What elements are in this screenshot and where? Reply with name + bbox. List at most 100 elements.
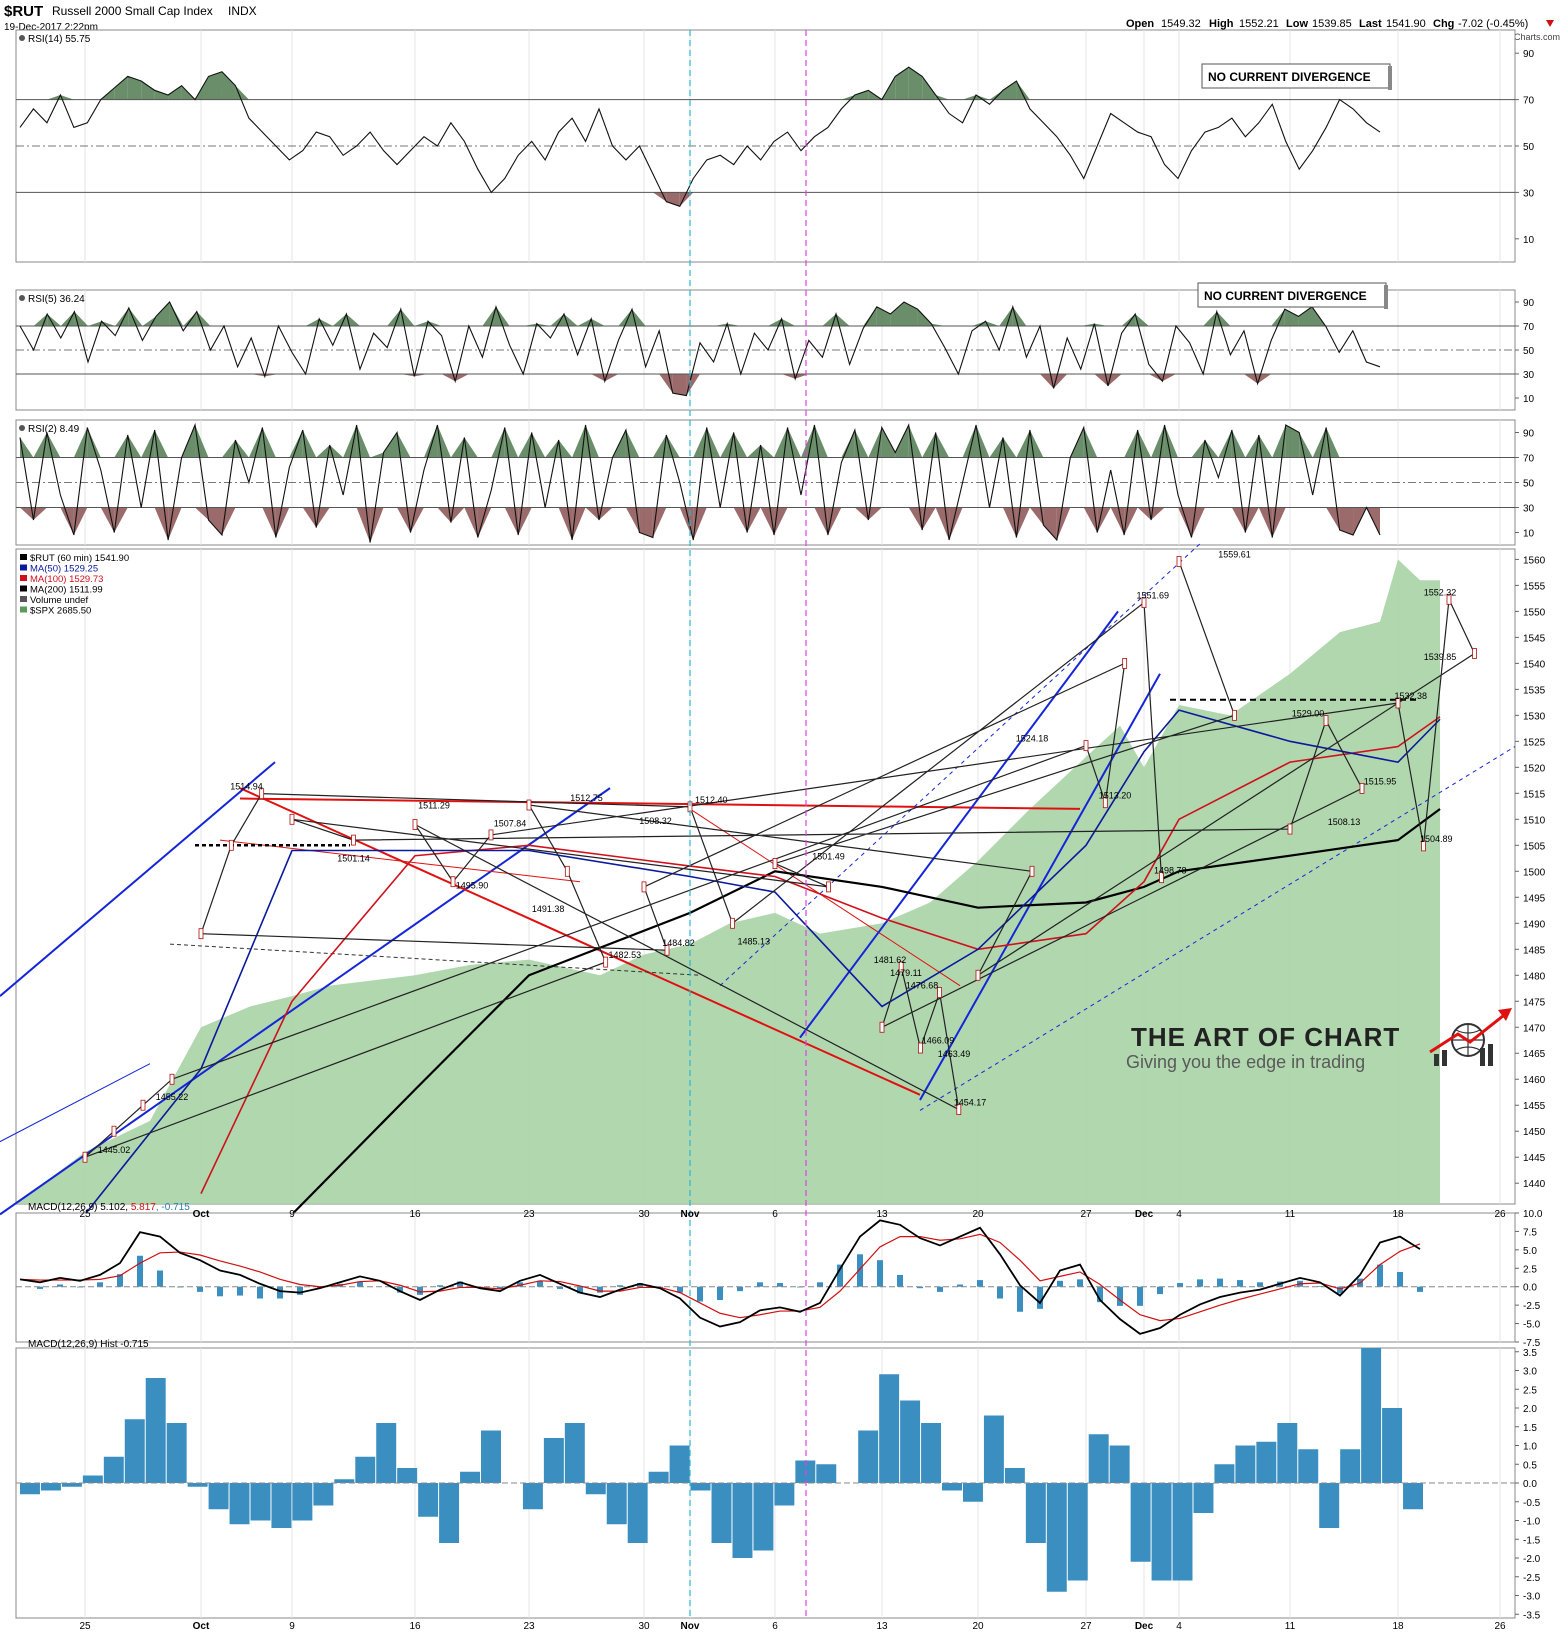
rsi2-oversold-fill — [504, 507, 519, 535]
price-candle — [1029, 865, 1035, 877]
hist-bar — [250, 1483, 271, 1521]
index-name: Russell 2000 Small Cap Index — [52, 4, 213, 18]
hist-bar — [1319, 1483, 1340, 1528]
price-legend-swatch — [20, 596, 27, 602]
price-candle — [1446, 593, 1452, 605]
macd-hist-bar — [417, 1286, 423, 1295]
price-line — [84, 561, 1476, 1158]
high-label: High — [1209, 18, 1234, 30]
rsi5-legend: RSI(5) 36.24 — [28, 294, 85, 305]
hist-bar — [439, 1483, 460, 1543]
rsi2-oversold-fill — [262, 507, 276, 538]
price-candle — [1421, 840, 1426, 852]
rsi2-oversold-fill — [195, 507, 209, 520]
exchange-label: INDX — [228, 4, 257, 18]
rsi2-overbought-fill — [935, 432, 950, 458]
macd-hist-bar — [1077, 1279, 1083, 1287]
rsi2-overbought-fill — [423, 425, 438, 458]
price-candle — [1102, 797, 1108, 809]
hist-bar — [460, 1471, 481, 1483]
rsi5-overbought-fill — [156, 302, 170, 326]
rsi2-overbought-fill — [248, 427, 263, 458]
hist-axis-tick-label: 2.0 — [1523, 1404, 1537, 1415]
hist-bar — [418, 1483, 439, 1517]
rsi5-overbought-fill — [781, 318, 796, 326]
rsi2-overbought-fill — [747, 445, 761, 458]
rsi2-overbought-fill — [491, 427, 505, 458]
price-label: 1495.90 — [456, 881, 489, 891]
quote-bar: Open 1549.32 High 1552.21 Low 1539.85 La… — [1126, 18, 1554, 30]
rsi2-oversold-fill — [1245, 507, 1259, 533]
x-tick-label: 6 — [772, 1621, 778, 1632]
price-label: 1552.32 — [1424, 587, 1457, 597]
price-candle — [1159, 872, 1164, 884]
price-candle — [898, 961, 904, 973]
x-tick-label: 9 — [289, 1209, 295, 1220]
macd-legend-part: 5.817 — [131, 1202, 156, 1213]
rsi2-oversold-fill — [208, 507, 222, 535]
macd-hist-bar — [1177, 1283, 1183, 1287]
rsi2-oversold-fill — [854, 507, 869, 520]
hist-bar — [522, 1483, 543, 1510]
macd-hist-bar — [597, 1286, 603, 1293]
rsi2-overbought-fill — [1258, 435, 1273, 458]
price-legend-swatch — [20, 585, 27, 592]
x-tick-label: Dec — [1135, 1621, 1154, 1632]
macd-hist-bar — [857, 1254, 863, 1287]
price-candle — [975, 969, 981, 981]
x-tick-label: 4 — [1176, 1621, 1182, 1632]
hist-bar — [795, 1460, 816, 1483]
hist-bar — [1193, 1483, 1214, 1513]
macd-hist-bar — [1337, 1286, 1343, 1294]
rsi14-tick-label: 50 — [1523, 142, 1535, 153]
rsi5-overbought-fill — [890, 302, 904, 326]
hist-axis-tick-label: -2.5 — [1523, 1573, 1541, 1584]
rsi2-oversold-fill — [599, 507, 613, 520]
rsi5-overbought-fill — [60, 311, 75, 326]
rsi2-overbought-fill — [221, 440, 236, 458]
hist-bar — [606, 1483, 627, 1525]
price-axis-tick-label: 1480 — [1523, 971, 1546, 982]
rsi14-overbought-fill — [976, 94, 990, 100]
rsi2-overbought-fill — [1204, 440, 1219, 458]
rsi5-line — [19, 301, 1381, 397]
hist-bar — [166, 1423, 187, 1483]
price-label: 1551.69 — [1136, 591, 1169, 601]
price-axis-tick-label: 1440 — [1523, 1179, 1546, 1190]
rsi2-tick-label: 90 — [1523, 429, 1535, 440]
hist-bar — [669, 1445, 690, 1483]
rsi2-oversold-fill — [733, 507, 748, 533]
rsi14-overbought-fill — [221, 71, 236, 100]
rsi2-oversold-fill — [1178, 507, 1192, 538]
rsi5-oversold-fill — [251, 374, 265, 377]
macd-hist-bar — [57, 1284, 63, 1287]
rsi14-overbought-fill — [141, 81, 155, 100]
x-tick-label: Nov — [681, 1621, 700, 1632]
price-label: 1513.20 — [1099, 791, 1132, 801]
rsi5-overbought-fill — [876, 306, 891, 326]
hist-bar — [942, 1483, 962, 1491]
x-tick-label: 30 — [638, 1209, 650, 1220]
hist-bar — [397, 1468, 418, 1483]
macd-hist-bar — [977, 1280, 983, 1287]
last-label: Last — [1359, 18, 1382, 30]
macd-legend-part: , -0.715 — [156, 1202, 190, 1213]
x-tick-label: Nov — [681, 1209, 700, 1220]
macd-hist-bar — [157, 1270, 163, 1287]
x-tick-label: 18 — [1392, 1209, 1404, 1220]
price-axis-tick-label: 1515 — [1523, 789, 1546, 800]
macd-hist-bar — [237, 1286, 243, 1296]
rsi2-overbought-fill — [1231, 430, 1246, 458]
hist-bar — [1340, 1449, 1361, 1483]
rsi14-overbought-fill — [854, 90, 869, 100]
price-candle — [289, 813, 295, 825]
rsi2-oversold-fill — [20, 507, 34, 520]
price-label: 1445.02 — [98, 1145, 131, 1155]
hist-bar — [962, 1483, 983, 1502]
rsi5-oversold-fill — [455, 374, 469, 382]
macd-hist-bar — [437, 1285, 443, 1287]
macd-legend-part: 5.102, — [100, 1202, 131, 1213]
price-label: 1512.75 — [570, 793, 603, 803]
rsi14-overbought-fill — [154, 90, 169, 100]
rsi2-overbought-fill — [652, 435, 667, 458]
